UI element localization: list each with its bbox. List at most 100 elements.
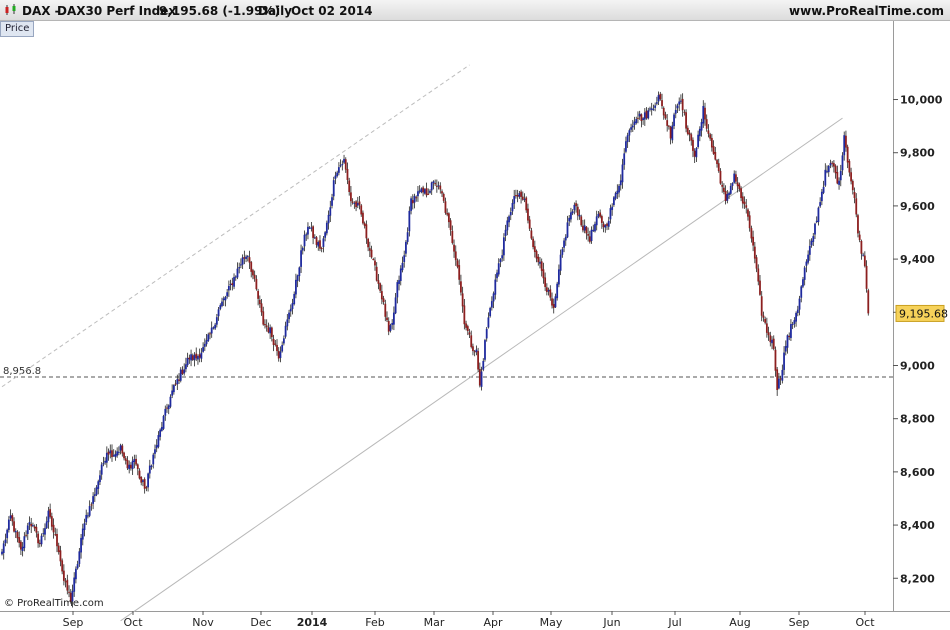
candle <box>625 136 627 154</box>
candle <box>705 114 708 132</box>
candle <box>6 528 9 544</box>
candle <box>463 298 466 330</box>
candle <box>497 258 500 277</box>
price-tick-label: 9,000 <box>900 359 935 372</box>
candle <box>277 347 280 362</box>
candle <box>800 285 803 303</box>
candle <box>542 262 545 284</box>
candle <box>671 121 674 144</box>
candle <box>635 116 638 125</box>
candle <box>193 352 196 367</box>
candle <box>392 306 395 331</box>
candle <box>301 246 304 255</box>
candle <box>186 352 189 368</box>
candle <box>78 547 81 567</box>
candle <box>231 277 234 291</box>
candle <box>258 295 261 308</box>
time-tick-label: Feb <box>365 616 384 629</box>
candle <box>753 241 756 264</box>
candle <box>460 274 462 296</box>
candle <box>784 340 787 356</box>
candle <box>862 252 865 257</box>
candle <box>743 196 746 209</box>
candle <box>832 160 835 173</box>
candle <box>721 181 724 193</box>
candle <box>130 462 132 471</box>
candle <box>461 286 464 313</box>
candle <box>332 176 335 201</box>
candle <box>747 208 749 221</box>
candle <box>147 472 149 492</box>
candle <box>484 338 486 362</box>
candle <box>709 132 712 141</box>
chart-date: Oct 02 2014 <box>291 4 373 18</box>
candle <box>410 196 412 215</box>
instrument-name: DAX30 Perf Index <box>57 4 177 18</box>
candle <box>588 230 591 244</box>
candle <box>56 528 58 553</box>
candle <box>124 455 127 465</box>
time-tick-label: 2014 <box>297 616 328 629</box>
candle <box>252 268 254 280</box>
time-tick-label: Sep <box>789 616 810 629</box>
candle <box>109 444 112 459</box>
candle <box>664 111 667 120</box>
candle <box>337 162 340 176</box>
candle <box>738 182 741 192</box>
candle <box>736 177 739 193</box>
candle <box>284 321 287 339</box>
candle <box>30 517 33 534</box>
candle <box>655 96 658 106</box>
candle <box>841 152 844 176</box>
candle <box>545 283 548 296</box>
candle <box>99 470 101 486</box>
candle <box>227 280 230 297</box>
candle <box>154 444 156 459</box>
candle <box>257 288 260 306</box>
candle <box>334 171 337 185</box>
candle <box>212 326 215 330</box>
candle <box>549 285 552 301</box>
candle <box>358 195 361 210</box>
candle <box>282 335 285 346</box>
candle <box>157 431 160 449</box>
candle <box>439 182 442 194</box>
candle <box>415 195 418 202</box>
candle <box>683 109 686 116</box>
candle <box>37 531 39 548</box>
candle <box>509 207 512 221</box>
candle <box>152 452 155 469</box>
candle <box>112 449 115 457</box>
candle <box>25 530 27 538</box>
candle <box>740 186 742 202</box>
candle <box>28 516 31 530</box>
candle <box>97 479 100 495</box>
candle <box>315 235 318 248</box>
candle <box>704 102 706 126</box>
candle <box>693 148 696 164</box>
candle <box>382 295 385 305</box>
candle <box>200 348 203 363</box>
candle <box>731 182 734 191</box>
candle <box>62 564 65 586</box>
candle <box>762 311 765 322</box>
candle <box>673 112 675 130</box>
candle <box>178 373 180 385</box>
candle <box>417 185 419 202</box>
candle <box>246 255 249 262</box>
support-label: 8,956.8 <box>3 366 41 377</box>
candle <box>92 492 94 510</box>
candle <box>87 512 89 519</box>
candle <box>748 211 751 232</box>
candle <box>136 463 139 476</box>
candle <box>264 319 266 329</box>
website-label[interactable]: www.ProRealTime.com <box>789 4 944 18</box>
candle <box>203 338 206 351</box>
candle <box>688 130 691 142</box>
candle <box>547 287 550 296</box>
upper-channel-line[interactable] <box>1 64 470 388</box>
candle <box>829 159 832 169</box>
candle <box>867 288 870 316</box>
price-panel-tab[interactable]: Price <box>0 21 35 37</box>
